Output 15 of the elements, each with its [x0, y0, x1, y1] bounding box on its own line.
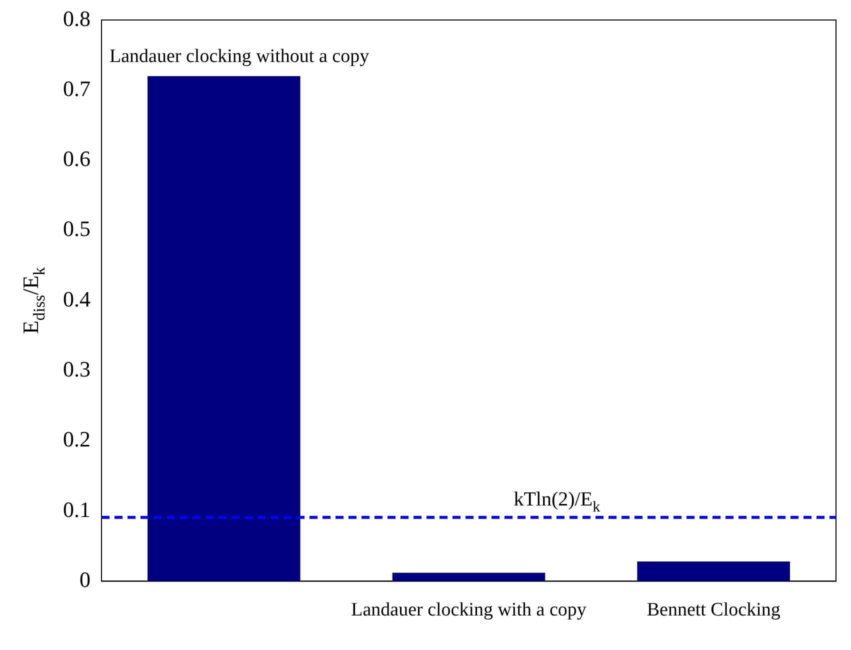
y-tick-label: 0.5 — [63, 216, 90, 242]
x-tick-label: Landauer clocking with a copy — [351, 600, 587, 621]
x-tick-label: Bennett Clocking — [646, 600, 781, 621]
y-tick-label: 0.4 — [63, 286, 90, 312]
y-tick-label: 0.7 — [63, 76, 90, 101]
y-tick-label: 0 — [80, 566, 90, 592]
annotation: Landauer clocking without a copy — [110, 46, 370, 68]
y-tick-label: 0.1 — [63, 496, 90, 522]
y-tick-label: 0.3 — [63, 356, 90, 382]
y-tick-label: 0.2 — [63, 426, 90, 452]
y-tick-label: 0.6 — [63, 146, 90, 172]
bar — [148, 76, 300, 582]
y-axis-title: Ediss/Ek — [18, 266, 49, 334]
bar — [637, 562, 790, 582]
y-tick-label: 0.8 — [63, 6, 90, 31]
